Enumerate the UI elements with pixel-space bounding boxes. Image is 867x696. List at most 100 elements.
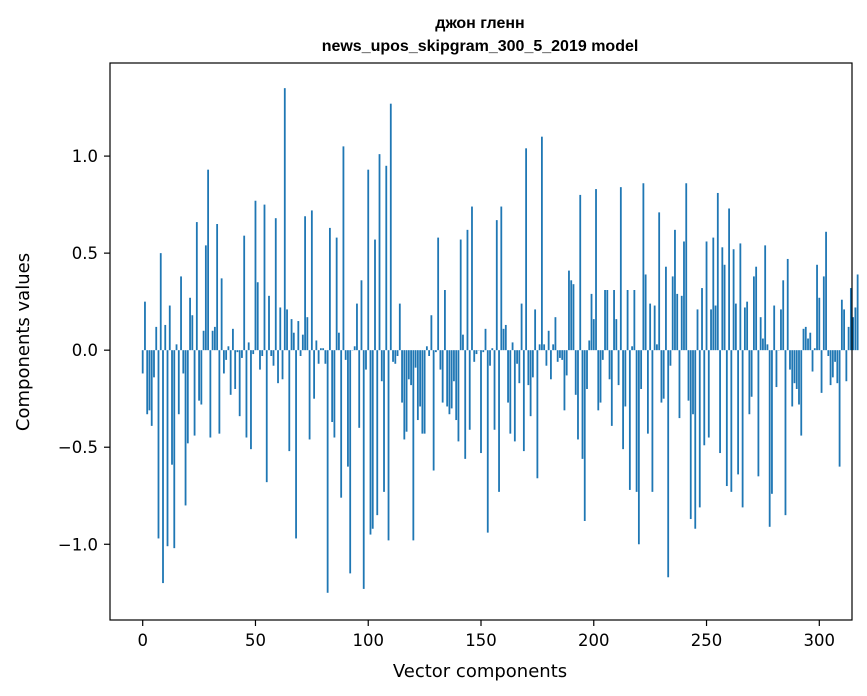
bar xyxy=(838,350,841,467)
bar xyxy=(633,290,636,351)
bar xyxy=(678,350,681,419)
x-tick-label: 200 xyxy=(578,631,610,650)
bar xyxy=(529,350,532,417)
bar xyxy=(764,245,767,351)
y-axis-ticks: −1.0 −0.5 0.0 0.5 1.0 xyxy=(58,147,110,554)
bar xyxy=(182,350,185,374)
bar xyxy=(604,290,606,351)
bar xyxy=(225,350,228,360)
bar xyxy=(475,350,478,355)
bar xyxy=(421,350,424,434)
bar xyxy=(200,350,203,405)
bar xyxy=(236,350,239,353)
bar xyxy=(635,350,638,492)
bar xyxy=(322,348,325,351)
bar xyxy=(466,229,469,351)
bar xyxy=(308,350,311,440)
bar xyxy=(588,340,591,351)
bar xyxy=(286,309,288,351)
bar xyxy=(739,243,742,351)
bar xyxy=(653,305,656,351)
bar xyxy=(414,350,417,368)
bar xyxy=(439,350,442,370)
bar xyxy=(827,350,830,356)
bar xyxy=(371,350,374,529)
bar xyxy=(762,338,764,351)
bar xyxy=(261,350,264,356)
bar xyxy=(315,340,318,351)
bar xyxy=(782,280,785,351)
bar xyxy=(734,303,737,351)
bar xyxy=(789,350,791,370)
bar xyxy=(568,270,570,351)
bar xyxy=(784,350,787,516)
bar xyxy=(218,350,221,434)
bar xyxy=(419,350,422,407)
bar xyxy=(301,334,304,351)
bar xyxy=(608,350,611,380)
bar xyxy=(365,350,367,370)
bar xyxy=(692,350,694,415)
bar xyxy=(338,332,340,351)
bar xyxy=(725,350,728,487)
bar xyxy=(335,237,338,351)
bar-series xyxy=(141,88,859,593)
bar xyxy=(473,350,476,362)
bar xyxy=(493,350,496,430)
bar xyxy=(599,350,602,403)
bar xyxy=(484,328,487,351)
bar xyxy=(563,350,566,411)
bar xyxy=(304,216,306,351)
bar xyxy=(795,350,798,389)
bar xyxy=(369,350,372,535)
bar xyxy=(750,350,753,397)
bar xyxy=(617,350,620,386)
bar xyxy=(245,350,248,438)
bar xyxy=(689,350,692,520)
bar xyxy=(396,350,399,356)
bar xyxy=(840,299,843,351)
bar xyxy=(685,183,688,351)
bar xyxy=(671,276,674,351)
bar xyxy=(504,324,507,351)
bar xyxy=(344,350,347,360)
bar xyxy=(780,309,782,351)
bar xyxy=(798,350,800,405)
bar xyxy=(791,350,794,407)
x-tick-label: 250 xyxy=(691,631,723,650)
bar xyxy=(211,330,214,351)
y-tick-label: 0.0 xyxy=(72,341,98,360)
bar xyxy=(624,350,627,407)
y-tick-label: 0.5 xyxy=(72,244,98,263)
bar xyxy=(412,350,415,541)
bar xyxy=(367,169,370,351)
bar xyxy=(360,280,363,351)
bar xyxy=(771,350,773,494)
bar xyxy=(631,346,634,351)
bar xyxy=(646,350,649,434)
bar xyxy=(525,148,528,351)
bar xyxy=(705,241,708,351)
bar xyxy=(622,350,624,450)
bar xyxy=(222,350,225,374)
bar xyxy=(297,321,300,351)
bar xyxy=(509,350,512,434)
bar xyxy=(565,350,568,376)
bar xyxy=(637,350,640,545)
x-tick-label: 0 xyxy=(137,631,148,650)
bar xyxy=(579,194,582,351)
bar xyxy=(743,307,746,351)
x-tick-label: 100 xyxy=(352,631,384,650)
bar xyxy=(793,350,796,384)
bar xyxy=(430,315,433,351)
bar xyxy=(822,276,825,351)
bar xyxy=(800,350,803,436)
bar xyxy=(173,350,176,549)
bar xyxy=(189,297,191,351)
bar xyxy=(281,350,284,380)
bar xyxy=(146,350,149,415)
bar xyxy=(489,350,491,366)
bar xyxy=(227,346,230,351)
bar xyxy=(353,346,356,351)
bar xyxy=(313,350,316,399)
